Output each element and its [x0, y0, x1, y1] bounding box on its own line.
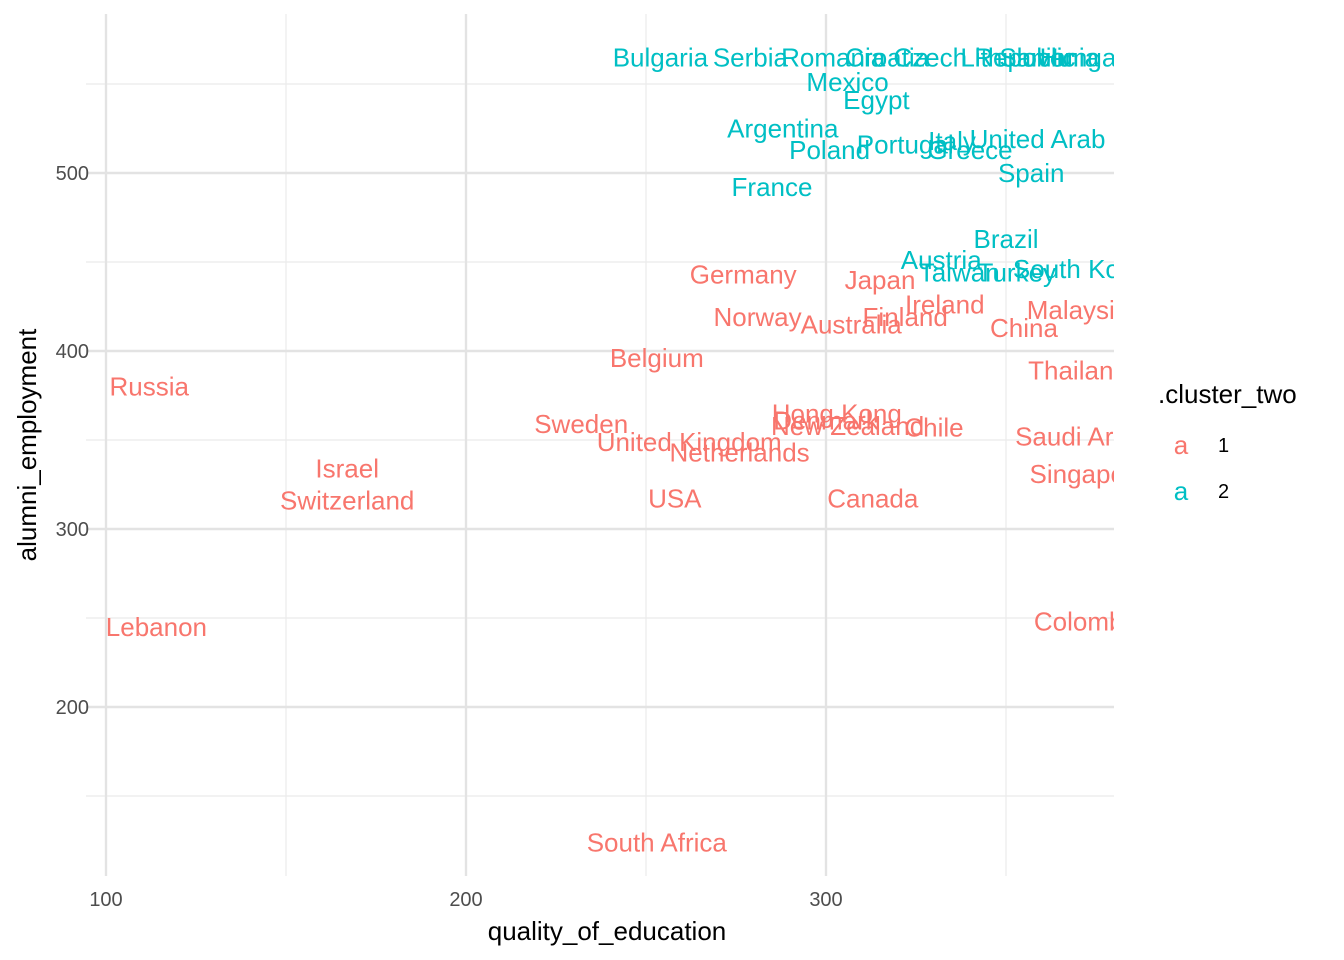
point-label: United Arab Emirates: [970, 124, 1216, 154]
point-label: Norway: [714, 302, 802, 332]
point-label: Lebanon: [106, 612, 207, 642]
point-label: Turkey: [978, 258, 1057, 288]
point-label: Germany: [690, 259, 797, 289]
point-label: Finland: [863, 302, 948, 332]
point-label: Croatia: [845, 42, 929, 72]
point-label: Egypt: [843, 85, 910, 115]
point-label: Brazil: [973, 224, 1038, 254]
point-label: Denmark: [773, 405, 879, 435]
point-label: Japan: [845, 265, 916, 295]
point-label: Russia: [109, 372, 189, 402]
point-label: Canada: [827, 484, 919, 514]
point-label: Slovenia: [999, 42, 1099, 72]
point-label: Chile: [904, 413, 963, 443]
point-label: Australia: [801, 309, 903, 339]
point-label: Spain: [998, 158, 1065, 188]
point-label: Romania: [781, 42, 886, 72]
x-tick-label: 100: [89, 889, 122, 911]
y-tick-label: 400: [56, 341, 89, 363]
point-label: Switzerland: [280, 486, 414, 516]
point-label: Czech Republic: [893, 42, 1075, 72]
y-tick-label: 200: [56, 697, 89, 719]
x-tick-label: 200: [449, 889, 482, 911]
point-label: Belgium: [610, 343, 704, 373]
x-tick-label: 300: [809, 889, 842, 911]
point-label: Argentina: [727, 114, 839, 144]
point-label: Portugal: [857, 130, 954, 160]
legend: .cluster_two a 1a 2: [1158, 379, 1297, 506]
point-label: Saudi Arabia: [1015, 421, 1163, 451]
point-label: Taiwan: [919, 258, 1000, 288]
point-label: USA: [648, 484, 702, 514]
grid-lines: [86, 14, 1114, 876]
point-label: Israel: [315, 453, 379, 483]
point-label: Serbia: [713, 42, 789, 72]
y-axis-title: alumni_employment: [12, 328, 42, 561]
axes: 100 200 300 200 300 400 500: [56, 163, 843, 911]
point-label: United Kingdom: [597, 427, 782, 457]
point-label: France: [732, 172, 813, 202]
point-label: Malaysia: [1027, 295, 1130, 325]
point-label: Hong Kong: [772, 398, 902, 428]
point-label: South Korea: [1013, 254, 1158, 284]
point-label: Poland: [789, 135, 870, 165]
legend-key: a: [1174, 430, 1189, 460]
legend-label: 1: [1218, 435, 1229, 457]
panel-background: [86, 14, 1114, 876]
point-label: China: [990, 313, 1058, 343]
legend-label: 2: [1218, 481, 1229, 503]
point-label: Sweden: [534, 409, 628, 439]
point-label: Bulgaria: [613, 42, 709, 72]
point-label: Lithuania: [960, 42, 1066, 72]
point-label: South Africa: [587, 827, 728, 857]
point-label: Ireland: [905, 290, 985, 320]
point-label: Italy: [928, 126, 976, 156]
point-label: Hungary: [1040, 42, 1138, 72]
point-label: Singapore: [1030, 459, 1149, 489]
y-tick-label: 500: [56, 163, 89, 185]
point-label: Mexico: [806, 67, 888, 97]
point-label: Netherlands: [669, 437, 809, 467]
point-label: Colombia: [1034, 607, 1144, 637]
x-axis-title: quality_of_education: [488, 916, 727, 946]
y-tick-label: 300: [56, 519, 89, 541]
legend-title: .cluster_two: [1158, 379, 1297, 409]
point-label: Thailand: [1028, 356, 1128, 386]
legend-key: a: [1174, 476, 1189, 506]
point-label: Greece: [927, 135, 1012, 165]
point-label: New Zealand: [771, 411, 924, 441]
point-label: Austria: [901, 245, 982, 275]
